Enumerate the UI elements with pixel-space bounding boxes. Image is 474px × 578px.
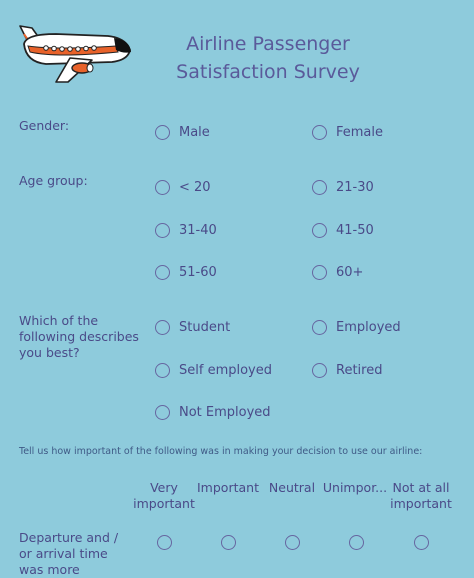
describes-option-not-employed[interactable]: Not Employed [155,403,271,421]
option-label: 41-50 [336,222,374,238]
row-label-line: was more [19,562,80,577]
describes-option-retired[interactable]: Retired [312,361,382,379]
option-label: Employed [336,319,401,335]
age-option-21-30[interactable]: 21-30 [312,178,374,196]
column-header-line: important [133,496,195,511]
matrix-row-label: Departure and / or arrival time was more [19,530,129,578]
radio-button[interactable] [312,179,327,195]
age-option-under-20[interactable]: < 20 [155,178,211,196]
column-header-unimportant: Unimpor... [320,480,390,496]
importance-instruction: Tell us how important of the following w… [19,446,423,457]
airplane-icon [19,25,131,83]
radio-button[interactable] [312,319,327,335]
option-label: Self employed [179,362,272,378]
radio-button[interactable] [155,362,170,378]
matrix-radio-unimportant[interactable] [349,535,364,550]
column-header-line: Unimpor... [322,480,388,495]
describes-label: Which of the following describes you bes… [19,313,139,361]
gender-option-female[interactable]: Female [312,123,383,141]
option-label: Female [336,124,384,140]
describes-option-self-employed[interactable]: Self employed [155,361,272,379]
page-title: Airline Passenger Satisfaction Survey [150,30,386,86]
row-label-line: Departure and / [19,530,119,545]
column-header-line: Very [150,480,178,495]
column-header-not-at-all-important: Not at all important [386,480,456,512]
matrix-radio-important[interactable] [221,535,236,550]
option-label: 21-30 [336,179,374,195]
option-label: < 20 [179,179,211,195]
option-label: 51-60 [179,264,217,280]
age-option-60-plus[interactable]: 60+ [312,263,363,281]
title-line-2: Satisfaction Survey [176,61,360,83]
column-header-very-important: Very important [129,480,199,512]
radio-button[interactable] [155,319,170,335]
radio-button[interactable] [155,124,170,140]
row-label-line: or arrival time [19,546,108,561]
radio-button[interactable] [155,404,170,420]
radio-button[interactable] [155,222,170,238]
radio-button[interactable] [155,179,170,195]
column-header-line: Important [197,480,259,495]
describes-label-line-3: you best? [19,345,80,360]
gender-label: Gender: [19,118,70,133]
describes-label-line-1: Which of the [19,313,99,328]
gender-option-male[interactable]: Male [155,123,210,141]
option-label: 31-40 [179,222,217,238]
radio-button[interactable] [312,124,327,140]
radio-button[interactable] [155,264,170,280]
age-option-51-60[interactable]: 51-60 [155,263,217,281]
age-option-41-50[interactable]: 41-50 [312,221,374,239]
column-header-neutral: Neutral [257,480,327,496]
option-label: Not Employed [179,404,271,420]
column-header-line: important [390,496,452,511]
radio-button[interactable] [312,264,327,280]
option-label: Retired [336,362,383,378]
option-label: 60+ [336,264,364,280]
title-line-1: Airline Passenger [186,33,350,55]
age-option-31-40[interactable]: 31-40 [155,221,217,239]
radio-button[interactable] [312,222,327,238]
describes-label-line-2: following describes [19,329,139,344]
column-header-line: Neutral [268,480,316,495]
describes-option-student[interactable]: Student [155,318,230,336]
column-header-line: Not at all [392,480,450,495]
matrix-radio-neutral[interactable] [285,535,300,550]
age-group-label: Age group: [19,173,88,188]
matrix-radio-not-at-all-important[interactable] [414,535,429,550]
radio-button[interactable] [312,362,327,378]
column-header-important: Important [193,480,263,496]
describes-option-employed[interactable]: Employed [312,318,401,336]
option-label: Male [179,124,210,140]
matrix-radio-very-important[interactable] [157,535,172,550]
option-label: Student [179,319,231,335]
